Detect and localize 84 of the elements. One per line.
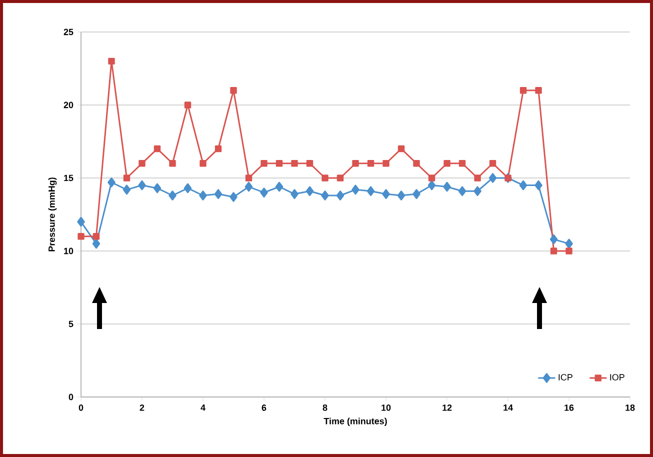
- point: [336, 190, 344, 200]
- point: [534, 180, 542, 190]
- point: [77, 216, 85, 227]
- point: [108, 177, 116, 188]
- legend-label: IOP: [610, 374, 624, 380]
- point: [214, 145, 222, 152]
- point: [92, 238, 100, 249]
- y-tick-label: 15: [64, 174, 74, 182]
- point: [458, 186, 466, 196]
- point: [397, 190, 406, 200]
- point: [398, 145, 405, 152]
- x-tick-label: 0: [78, 404, 84, 411]
- x-tick-label: 8: [322, 404, 328, 411]
- point: [290, 189, 298, 199]
- point: [123, 174, 130, 182]
- point: [244, 182, 253, 192]
- point: [122, 184, 131, 195]
- point: [291, 160, 298, 167]
- point: [184, 102, 192, 108]
- x-tick-label: 6: [262, 404, 266, 411]
- point: [474, 174, 481, 182]
- point: [184, 183, 192, 194]
- y-axis-title: Pressure (mmHg): [48, 178, 57, 252]
- point: [444, 160, 450, 167]
- point: [260, 188, 268, 198]
- point: [520, 87, 527, 94]
- point: [412, 189, 420, 199]
- point: [352, 184, 360, 195]
- point: [214, 189, 222, 199]
- point: [566, 248, 572, 254]
- point: [535, 87, 542, 94]
- point: [92, 233, 100, 240]
- point: [428, 180, 436, 190]
- point: [153, 183, 162, 194]
- point: [367, 160, 374, 167]
- point: [154, 145, 161, 152]
- point: [565, 238, 573, 249]
- point: [230, 87, 237, 94]
- y-tick-label: 25: [64, 28, 74, 36]
- point: [322, 174, 328, 182]
- point: [336, 174, 344, 182]
- point: [382, 160, 390, 167]
- y-tick-label: 10: [64, 248, 74, 254]
- x-tick-label: 18: [626, 404, 635, 411]
- point: [200, 160, 206, 167]
- x-tick-label: 2: [140, 404, 144, 411]
- point: [550, 248, 558, 254]
- point: [168, 190, 176, 200]
- legend-label: ICP: [558, 374, 572, 380]
- point: [321, 190, 329, 200]
- point: [199, 190, 207, 200]
- point: [489, 160, 496, 167]
- x-tick-label: 4: [200, 404, 206, 411]
- point: [550, 234, 558, 244]
- x-tick-label: 10: [382, 404, 391, 411]
- x-tick-label: 12: [442, 404, 452, 411]
- point: [245, 174, 252, 182]
- point: [275, 182, 284, 192]
- point: [260, 160, 268, 167]
- point: [428, 174, 436, 182]
- point: [306, 186, 314, 196]
- point: [138, 180, 146, 190]
- point: [169, 160, 176, 167]
- x-axis-title: Time (minutes): [324, 418, 387, 426]
- y-tick-label: 20: [64, 102, 74, 108]
- point: [108, 58, 115, 65]
- point: [230, 192, 238, 202]
- point: [458, 160, 466, 167]
- point: [366, 186, 375, 196]
- point: [306, 160, 314, 167]
- x-tick-label: 14: [504, 404, 513, 411]
- y-tick-label: 5: [68, 320, 74, 328]
- point: [488, 173, 497, 183]
- point: [276, 160, 283, 167]
- point: [519, 180, 528, 190]
- point: [352, 160, 359, 167]
- point: [443, 182, 451, 192]
- x-tick-label: 16: [564, 404, 574, 411]
- point: [382, 189, 390, 199]
- y-tick-label: 0: [68, 394, 74, 400]
- point: [474, 186, 482, 196]
- point: [138, 160, 146, 167]
- point: [413, 160, 420, 167]
- point: [78, 233, 84, 240]
